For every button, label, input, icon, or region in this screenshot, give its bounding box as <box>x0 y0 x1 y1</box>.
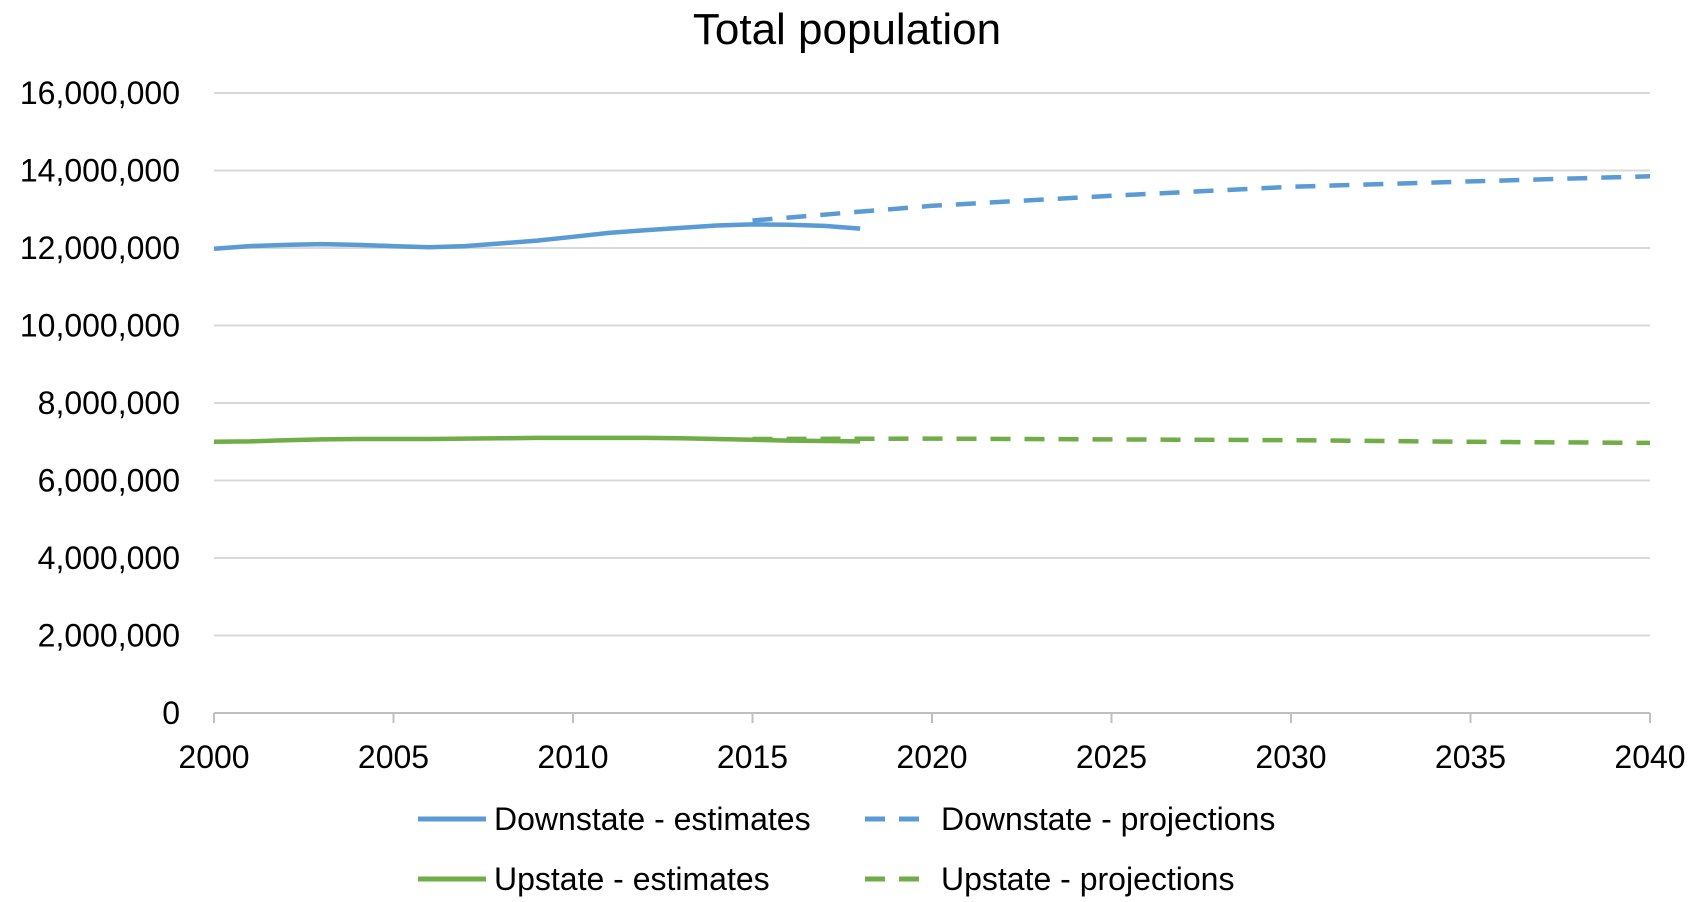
y-tick-label: 14,000,000 <box>20 153 180 189</box>
x-tick-label: 2010 <box>537 739 608 775</box>
y-tick-label: 2,000,000 <box>38 618 180 654</box>
gridlines <box>214 92 1650 637</box>
x-tick-label: 2000 <box>178 739 249 775</box>
legend-item-upstate-estimates: Upstate - estimates <box>418 861 770 897</box>
legend-item-upstate-projections: Upstate - projections <box>865 861 1234 897</box>
y-tick-label: 10,000,000 <box>20 308 180 344</box>
x-tick-label: 2040 <box>1614 739 1685 775</box>
x-tick-label: 2005 <box>358 739 429 775</box>
series-lines <box>213 174 1651 446</box>
series-line-upstate-projections <box>752 436 1651 446</box>
legend-label: Upstate - projections <box>941 861 1234 897</box>
chart-title: Total population <box>692 5 1002 54</box>
x-tick-label: 2025 <box>1076 739 1147 775</box>
legend: Downstate - estimates Downstate - project… <box>418 801 1275 897</box>
y-tick-label: 16,000,000 <box>20 75 180 111</box>
legend-label: Upstate - estimates <box>494 861 770 897</box>
legend-item-downstate-projections: Downstate - projections <box>865 801 1275 837</box>
series-line-downstate-projections <box>752 174 1651 223</box>
x-tick-label: 2035 <box>1435 739 1506 775</box>
x-tick-label: 2030 <box>1255 739 1326 775</box>
y-tick-label: 8,000,000 <box>38 385 180 421</box>
series-line-upstate-estimates <box>213 435 861 445</box>
legend-label: Downstate - estimates <box>494 801 811 837</box>
y-tick-label: 6,000,000 <box>38 463 180 499</box>
legend-label: Downstate - projections <box>941 801 1275 837</box>
x-tick-label: 2020 <box>896 739 967 775</box>
legend-item-downstate-estimates: Downstate - estimates <box>418 801 811 837</box>
y-tick-label: 4,000,000 <box>38 540 180 576</box>
y-tick-label: 12,000,000 <box>20 230 180 266</box>
axes: 0 2,000,000 4,000,000 6,000,000 8,000,000 10,… <box>20 75 1686 775</box>
series-line-downstate-estimates <box>213 222 861 252</box>
y-tick-label: 0 <box>162 695 180 731</box>
x-tick-label: 2015 <box>717 739 788 775</box>
